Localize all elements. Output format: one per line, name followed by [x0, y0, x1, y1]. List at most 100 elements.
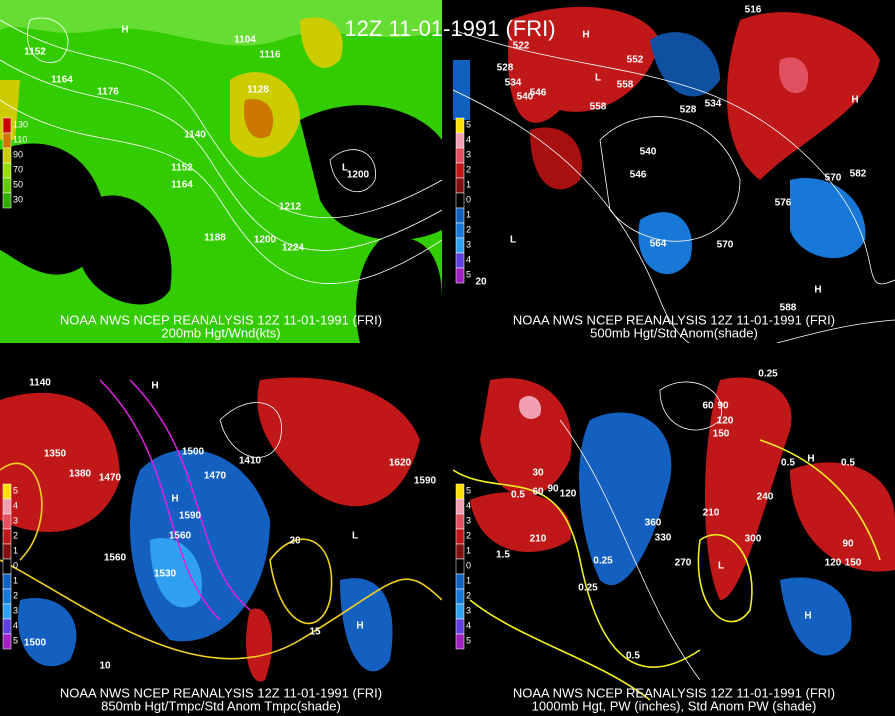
contour-label: 1104 — [234, 35, 256, 46]
legend-swatch — [455, 267, 465, 284]
contour-label: H — [814, 285, 821, 296]
panel-caption: 200mb Hgt/Wnd(kts) — [161, 325, 280, 340]
legend-label: 1 — [466, 545, 471, 555]
panel-caption: 1000mb Hgt, PW (inches), Std Anom PW (sh… — [532, 698, 817, 713]
contour-label: 60 — [532, 487, 544, 498]
legend-label: 110 — [13, 134, 27, 144]
legend-label: 3 — [13, 515, 18, 525]
contour-label: 528 — [680, 105, 697, 116]
legend-swatch — [455, 117, 465, 134]
contour-label: 588 — [780, 303, 797, 314]
legend-swatch — [2, 117, 12, 134]
legend-label: 5 — [466, 269, 471, 279]
legend-label: 4 — [466, 254, 471, 264]
legend-label: 1 — [466, 575, 471, 585]
legend-label: 2 — [466, 590, 471, 600]
legend-swatch — [455, 588, 465, 605]
contour-label: 1590 — [414, 476, 437, 487]
contour-label: 564 — [650, 239, 667, 250]
contour-label: 300 — [745, 534, 762, 545]
map-title: 12Z 11-01-1991 (FRI) — [344, 16, 555, 41]
contour-label: H — [151, 381, 158, 392]
legend-swatch — [2, 618, 12, 635]
legend-label: 4 — [466, 500, 471, 510]
contour-label: H — [582, 30, 589, 41]
contour-label: 90 — [717, 401, 729, 412]
legend-label: 3 — [466, 515, 471, 525]
contour-label: 10 — [99, 661, 111, 672]
contour-label: 90 — [842, 539, 854, 550]
legend-label: 70 — [13, 164, 23, 174]
contour-label: 330 — [655, 533, 672, 544]
legend-swatch — [2, 498, 12, 515]
panel-850mb-shading — [0, 366, 442, 716]
contour-label: 1500 — [182, 447, 205, 458]
contour-label: H — [171, 494, 178, 505]
contour-label: 20 — [475, 277, 487, 288]
contour-label: 1560 — [104, 553, 127, 564]
contour-label: 552 — [627, 55, 644, 66]
contour-label: 20 — [289, 536, 301, 547]
panel-source: NOAA NWS NCEP REANALYSIS 12Z 11-01-1991 … — [60, 685, 382, 700]
contour-label: 210 — [530, 534, 547, 545]
legend-swatch — [455, 483, 465, 500]
legend-label: 3 — [466, 605, 471, 615]
contour-label: 570 — [825, 173, 842, 184]
panel-source: NOAA NWS NCEP REANALYSIS 12Z 11-01-1991 … — [60, 312, 382, 327]
panel-source: NOAA NWS NCEP REANALYSIS 12Z 11-01-1991 … — [513, 685, 835, 700]
contour-label: L — [595, 73, 601, 84]
legend-swatch — [455, 603, 465, 620]
contour-label: 1140 — [29, 378, 51, 389]
contour-label: 0.5 — [841, 458, 855, 469]
contour-label: 1530 — [154, 569, 177, 580]
contour-label: 150 — [713, 429, 730, 440]
legend-label: 0 — [466, 560, 471, 570]
contour-label: 0.25 — [593, 556, 613, 567]
contour-label: 1620 — [389, 458, 412, 469]
contour-label: H — [807, 454, 814, 465]
legend-label: 1 — [466, 179, 471, 189]
legend-label: 5 — [466, 485, 471, 495]
contour-label: 360 — [645, 518, 662, 529]
legend-label: 2 — [13, 530, 18, 540]
contour-label: 120 — [825, 558, 842, 569]
contour-label: 558 — [590, 102, 607, 113]
legend-swatch — [455, 237, 465, 254]
contour-label: 1350 — [44, 449, 67, 460]
contour-label: 15 — [309, 627, 321, 638]
contour-label: 150 — [845, 558, 862, 569]
legend-swatch — [455, 162, 465, 179]
contour-label: 0.5 — [511, 490, 525, 501]
contour-label: H — [804, 611, 811, 622]
legend-swatch — [2, 543, 12, 560]
contour-label: 270 — [675, 558, 692, 569]
legend-swatch — [2, 528, 12, 545]
panel-200mb-shading — [0, 0, 442, 343]
contour-label: 1128 — [247, 85, 269, 96]
legend-swatch — [2, 573, 12, 590]
legend-label: 4 — [13, 500, 18, 510]
legend-label: 5 — [13, 635, 18, 645]
panel-source: NOAA NWS NCEP REANALYSIS 12Z 11-01-1991 … — [513, 312, 835, 327]
legend-label: 2 — [13, 590, 18, 600]
legend-label: 50 — [13, 179, 23, 189]
legend-swatch — [2, 483, 12, 500]
contour-label: 1164 — [171, 180, 193, 191]
contour-label: 0.25 — [758, 369, 778, 380]
panel-caption: 500mb Hgt/Std Anom(shade) — [590, 325, 758, 340]
legend-label: 0 — [466, 194, 471, 204]
contour-label: 1164 — [51, 75, 73, 86]
legend-label: 2 — [466, 224, 471, 234]
contour-label: 240 — [757, 492, 774, 503]
contour-label: 582 — [850, 169, 867, 180]
contour-label: 522 — [513, 41, 530, 52]
contour-label: 576 — [775, 198, 792, 209]
contour-label: 1188 — [204, 233, 226, 244]
legend-swatch — [455, 573, 465, 590]
contour-label: 570 — [717, 240, 734, 251]
legend-swatch — [2, 147, 12, 164]
legend-label: 3 — [13, 605, 18, 615]
panel-500mb-shading — [453, 0, 895, 343]
legend-swatch — [2, 633, 12, 650]
legend-label: 2 — [466, 530, 471, 540]
